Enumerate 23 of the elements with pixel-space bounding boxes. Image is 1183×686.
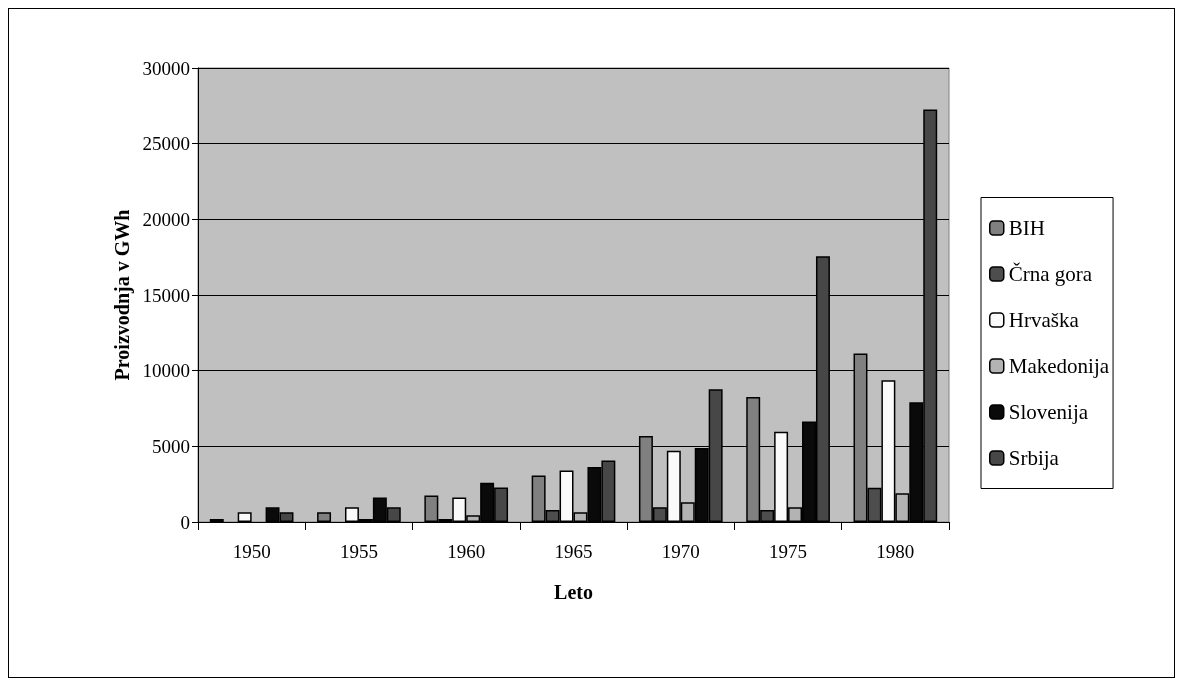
- y-tick-label: 25000: [142, 133, 190, 155]
- bar: [237, 512, 252, 522]
- y-tick-label: 30000: [142, 57, 190, 79]
- legend-label: Črna gora: [1008, 262, 1093, 286]
- x-tick-label: 1950: [232, 541, 271, 562]
- y-tick-label: 20000: [142, 208, 190, 230]
- x-tick-label: 1965: [554, 541, 593, 562]
- x-tick-label: 1955: [339, 541, 378, 562]
- legend-label: Hrvaška: [1008, 308, 1080, 332]
- legend-label: Makedonija: [1008, 354, 1110, 378]
- y-axis-title: Proizvodnja v GWh: [110, 209, 134, 381]
- legend-label: Slovenija: [1008, 400, 1089, 424]
- y-tick-label: 15000: [142, 284, 190, 306]
- y-tick-label: 10000: [142, 360, 190, 382]
- x-tick-label: 1960: [447, 541, 486, 562]
- x-axis-title: Leto: [554, 581, 593, 603]
- legend-label: Srbija: [1008, 446, 1060, 470]
- y-tick-label: 5000: [152, 435, 190, 457]
- x-tick-label: 1980: [876, 541, 915, 562]
- y-tick-label: 0: [180, 511, 190, 533]
- legend-label: BIH: [1008, 216, 1045, 240]
- x-tick-label: 1975: [769, 541, 808, 562]
- x-tick-label: 1970: [661, 541, 700, 562]
